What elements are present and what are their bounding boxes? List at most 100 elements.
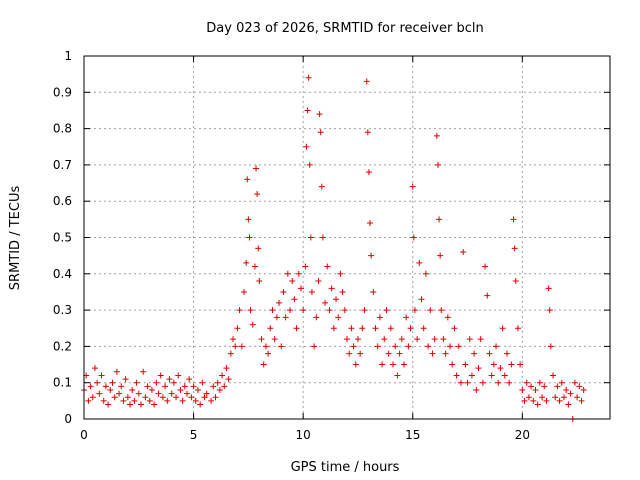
data-point [102,383,109,390]
data-point [387,325,394,332]
data-point [484,292,491,299]
data-point [440,336,447,343]
data-point [118,383,125,390]
x-axis-label: GPS time / hours [291,460,400,475]
data-point [455,343,462,350]
data-point [368,252,375,259]
data-point [512,278,519,285]
data-point [422,270,429,277]
data-point [420,325,427,332]
data-point [468,372,475,379]
data-point [105,401,112,408]
data-point [495,379,502,386]
data-point [565,401,572,408]
data-point [510,216,517,223]
data-point [576,383,583,390]
data-point [433,132,440,139]
axis-ticks: 00.10.20.30.40.50.60.70.80.910 5 10 15 20 [53,49,610,442]
data-point [96,390,103,397]
data-point [390,361,397,368]
data-point [361,307,368,314]
data-point [383,307,390,314]
data-point [352,361,359,368]
data-point [532,386,539,393]
data-point [186,376,193,383]
data-point [482,263,489,270]
data-point [208,397,215,404]
x-tick-label: 20 [515,428,530,442]
data-point [558,379,565,386]
data-point [284,270,291,277]
data-point [256,278,263,285]
data-point [307,234,314,241]
grid [84,56,610,419]
data-points [81,74,587,422]
x-tick-label: 5 [190,428,198,442]
data-point [247,307,254,314]
data-point [398,336,405,343]
data-point [464,379,471,386]
data-point [506,379,513,386]
data-point [479,379,486,386]
data-point [318,183,325,190]
y-tick-label: 0 [64,412,72,426]
data-point [214,379,221,386]
data-point [396,350,403,357]
data-point [364,129,371,136]
data-point [133,379,140,386]
data-point [517,361,524,368]
data-point [431,336,438,343]
data-point [317,129,324,136]
data-point [116,390,123,397]
x-tick-label: 0 [80,428,88,442]
data-point [545,285,552,292]
data-point [137,401,144,408]
data-point [227,350,234,357]
data-point [249,321,256,328]
data-point [346,350,353,357]
data-point [122,376,129,383]
data-point [166,376,173,383]
data-point [541,383,548,390]
data-point [142,394,149,401]
data-point [554,383,561,390]
data-point [107,386,114,393]
data-point [344,336,350,343]
data-point [293,325,300,332]
data-point [201,394,208,401]
data-point [251,263,258,270]
data-point [578,397,585,404]
data-point [490,361,497,368]
data-point [543,397,550,404]
data-point [363,78,370,85]
data-point [240,288,247,295]
data-point [223,365,230,372]
data-point [109,379,116,386]
y-tick-label: 0.3 [53,303,72,317]
data-point [333,296,340,303]
data-point [230,336,237,343]
data-point [302,263,309,270]
data-point [151,401,158,408]
data-point [511,245,518,252]
data-point [392,343,399,350]
data-point [444,314,451,321]
data-point [442,350,449,357]
data-point [427,307,434,314]
data-point [497,365,504,372]
data-point [173,394,180,401]
data-point [278,343,285,350]
data-point [245,216,252,223]
data-point [493,343,500,350]
data-point [328,285,335,292]
data-point [473,386,480,393]
data-point [536,379,543,386]
data-point [131,397,138,404]
data-point [367,219,374,226]
data-point [140,368,147,375]
data-point [451,325,458,332]
data-point [488,372,495,379]
data-point [466,336,473,343]
data-point [308,288,315,295]
